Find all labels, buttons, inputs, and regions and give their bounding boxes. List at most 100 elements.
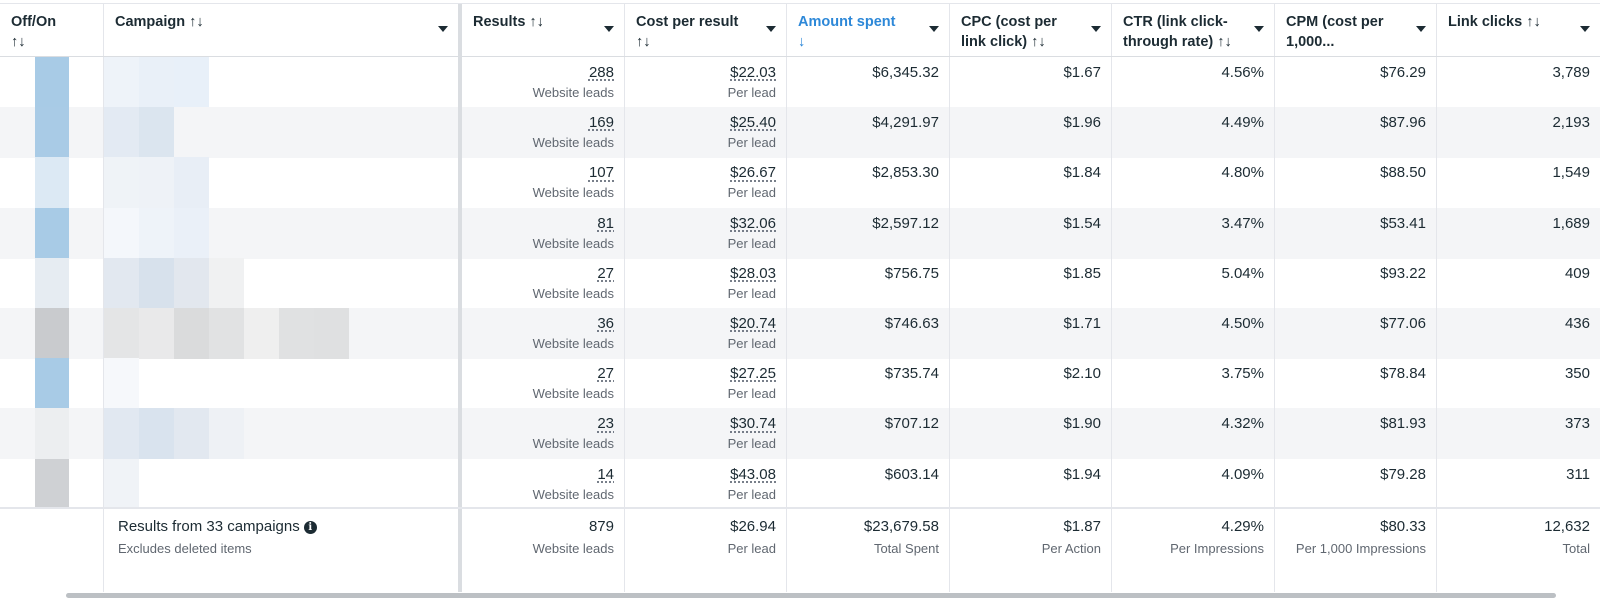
blurred-toggle[interactable] [0,358,103,410]
blurred-campaign-name[interactable] [104,308,458,359]
results-value[interactable]: 107 [588,164,614,182]
results-value[interactable]: 288 [588,64,614,81]
sort-icon[interactable]: ↑↓ [529,14,544,30]
table-row[interactable]: 27 Website leads $28.03 Per lead $756.75… [0,257,1600,309]
off-on-toggle-cell[interactable] [0,157,104,209]
blurred-toggle[interactable] [0,408,103,460]
results-subtext: Website leads [532,285,614,301]
blurred-campaign-name[interactable] [104,157,458,209]
campaign-name-cell[interactable] [104,207,462,259]
results-value[interactable]: 81 [597,214,614,232]
col-label: Campaign [115,14,186,30]
sort-icon[interactable]: ↑↓ [636,34,651,50]
blurred-campaign-name[interactable] [104,257,458,309]
blurred-campaign-name[interactable] [104,107,458,159]
column-menu-caret-icon[interactable] [1091,26,1101,32]
campaign-name-cell[interactable] [104,257,462,309]
off-on-toggle-cell[interactable] [0,107,104,159]
results-value[interactable]: 169 [588,114,614,132]
sort-icon[interactable]: ↑↓ [11,34,26,50]
sort-icon[interactable]: ↑↓ [1217,34,1232,50]
campaign-name-cell[interactable] [104,358,462,410]
column-menu-caret-icon[interactable] [438,26,448,32]
cost-per-result-value[interactable]: $28.03 [730,264,776,282]
col-header-results[interactable]: Results ↑↓ [462,4,625,56]
col-header-cpm[interactable]: CPM (cost per 1,000... [1275,4,1437,56]
results-value[interactable]: 36 [597,315,614,332]
cpc-cell: $1.84 [950,157,1112,209]
sort-desc-icon[interactable]: ↓ [798,34,806,50]
link-clicks-cell: 436 [1437,308,1600,359]
col-label: CTR (link click-through rate) [1123,14,1228,50]
col-header-cpc[interactable]: CPC (cost per link click) ↑↓ [950,4,1112,56]
col-header-off-on[interactable]: Off/On ↑↓ [0,4,104,56]
cpc-cell: $1.90 [950,408,1112,460]
table-row[interactable]: 23 Website leads $30.74 Per lead $707.12… [0,408,1600,460]
blurred-toggle[interactable] [0,207,103,259]
campaign-name-cell[interactable] [104,458,462,510]
results-value[interactable]: 23 [597,415,614,433]
blurred-toggle[interactable] [0,308,103,359]
blurred-campaign-name[interactable] [104,358,458,410]
campaign-name-cell[interactable] [104,308,462,359]
cost-per-result-value[interactable]: $30.74 [730,415,776,433]
table-row[interactable]: 169 Website leads $25.40 Per lead $4,291… [0,107,1600,159]
results-cell: 23 Website leads [462,408,625,460]
col-header-cost-per-result[interactable]: Cost per result ↑↓ [625,4,787,56]
blurred-campaign-name[interactable] [104,458,458,510]
col-header-ctr[interactable]: CTR (link click-through rate) ↑↓ [1112,4,1275,56]
cost-per-result-value[interactable]: $32.06 [730,214,776,232]
cost-per-result-value[interactable]: $27.25 [730,365,776,383]
cost-per-result-value[interactable]: $20.74 [730,315,776,332]
sort-icon[interactable]: ↑↓ [1031,34,1046,50]
campaign-name-cell[interactable] [104,57,462,108]
summary-cost-subtext: Per lead [727,541,776,556]
column-menu-caret-icon[interactable] [1580,26,1590,32]
table-row[interactable]: 27 Website leads $27.25 Per lead $735.74… [0,358,1600,410]
campaign-name-cell[interactable] [104,107,462,159]
off-on-toggle-cell[interactable] [0,57,104,108]
column-menu-caret-icon[interactable] [604,26,614,32]
horizontal-scrollbar[interactable] [66,593,1556,598]
info-icon[interactable]: i [303,521,317,534]
campaign-name-cell[interactable] [104,408,462,460]
campaign-name-cell[interactable] [104,157,462,209]
blurred-toggle[interactable] [0,257,103,309]
blurred-campaign-name[interactable] [104,57,458,108]
off-on-toggle-cell[interactable] [0,207,104,259]
results-value[interactable]: 14 [597,465,614,483]
blurred-toggle[interactable] [0,458,103,510]
column-menu-caret-icon[interactable] [1254,26,1264,32]
blurred-toggle[interactable] [0,107,103,159]
col-header-campaign[interactable]: Campaign ↑↓ [104,4,462,56]
table-row[interactable]: 107 Website leads $26.67 Per lead $2,853… [0,157,1600,209]
cost-per-result-value[interactable]: $25.40 [730,114,776,132]
blurred-campaign-name[interactable] [104,408,458,460]
blurred-toggle[interactable] [0,57,103,108]
sort-icon[interactable]: ↑↓ [1526,14,1541,30]
col-label: CPC (cost per link click) [961,14,1057,50]
sort-icon[interactable]: ↑↓ [189,14,204,30]
table-row[interactable]: 288 Website leads $22.03 Per lead $6,345… [0,57,1600,108]
table-row[interactable]: 14 Website leads $43.08 Per lead $603.14… [0,458,1600,510]
col-header-amount-spent[interactable]: Amount spent ↓ [787,4,950,56]
results-value[interactable]: 27 [597,264,614,282]
off-on-toggle-cell[interactable] [0,257,104,309]
cost-per-result-value[interactable]: $26.67 [730,164,776,182]
results-value[interactable]: 27 [597,365,614,383]
table-row[interactable]: 36 Website leads $20.74 Per lead $746.63… [0,308,1600,359]
cost-per-result-value[interactable]: $43.08 [730,465,776,483]
column-menu-caret-icon[interactable] [929,26,939,32]
column-menu-caret-icon[interactable] [1416,26,1426,32]
cpm-cell: $53.41 [1275,207,1437,259]
off-on-toggle-cell[interactable] [0,458,104,510]
blurred-toggle[interactable] [0,157,103,209]
column-menu-caret-icon[interactable] [766,26,776,32]
cost-per-result-value[interactable]: $22.03 [730,64,776,81]
off-on-toggle-cell[interactable] [0,408,104,460]
col-header-link-clicks[interactable]: Link clicks ↑↓ [1437,4,1600,56]
off-on-toggle-cell[interactable] [0,308,104,359]
table-row[interactable]: 81 Website leads $32.06 Per lead $2,597.… [0,207,1600,259]
blurred-campaign-name[interactable] [104,207,458,259]
off-on-toggle-cell[interactable] [0,358,104,410]
